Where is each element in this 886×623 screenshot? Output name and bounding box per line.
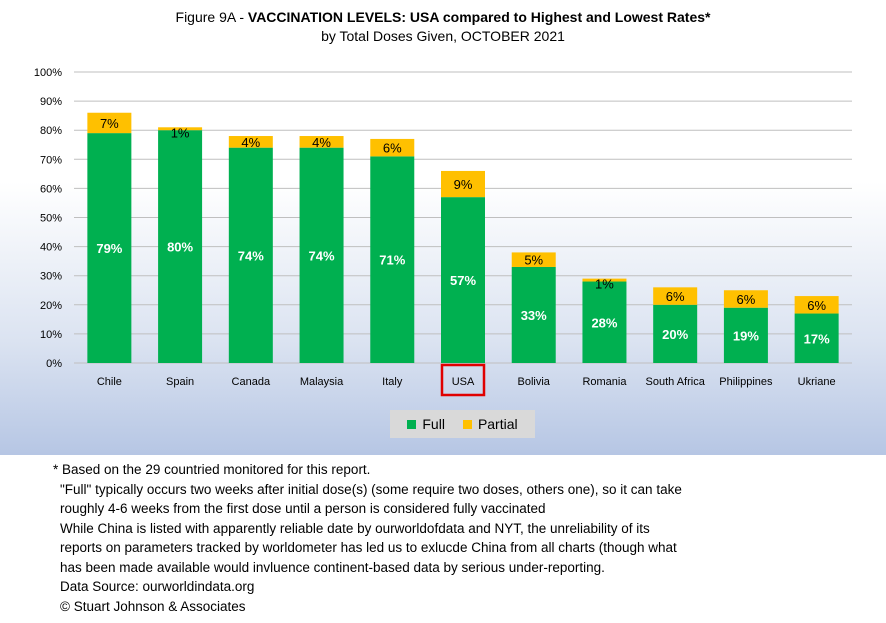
bar-partial <box>511 252 556 267</box>
legend-item-full: Full <box>407 416 445 432</box>
bar-full <box>723 307 768 363</box>
x-tick-label: Ukriane <box>798 376 836 388</box>
x-tick-label: Philippines <box>719 376 773 388</box>
data-label-partial: 6% <box>737 292 756 307</box>
data-label-full: 74% <box>238 248 264 263</box>
data-label-full: 57% <box>450 273 476 288</box>
bar-full <box>228 147 273 363</box>
x-tick-label: Romania <box>582 376 627 388</box>
data-label-full: 33% <box>521 308 547 323</box>
data-label-partial: 1% <box>171 125 190 140</box>
data-label-full: 79% <box>96 241 122 256</box>
bar-partial <box>794 296 839 314</box>
data-label-partial: 4% <box>312 135 331 150</box>
data-label-full: 74% <box>309 248 335 263</box>
legend: Full Partial <box>390 410 535 438</box>
footnote-china-cont2: has been made available would invluence … <box>60 559 605 575</box>
y-tick-label: 30% <box>40 271 62 283</box>
y-tick-label: 10% <box>40 329 62 341</box>
bar-full <box>87 133 132 363</box>
footnote-full-definition-cont: roughly 4-6 weeks from the first dose un… <box>60 501 546 516</box>
data-label-partial: 1% <box>595 277 614 292</box>
x-tick-label: Spain <box>166 376 194 388</box>
chart-subtitle: by Total Doses Given, OCTOBER 2021 <box>321 28 565 44</box>
bar-full <box>158 130 203 363</box>
legend-label-full: Full <box>422 416 445 432</box>
data-label-partial: 6% <box>666 289 685 304</box>
x-tick-label: Bolivia <box>518 376 551 388</box>
data-label-partial: 6% <box>807 298 826 313</box>
footnotes: * Based on the 29 countried monitored fo… <box>0 460 886 616</box>
x-tick-label: South Africa <box>646 376 706 388</box>
bar-full <box>653 304 698 363</box>
y-tick-label: 90% <box>40 96 62 108</box>
legend-swatch-full <box>407 419 417 429</box>
chart-title: Figure 9A - VACCINATION LEVELS: USA comp… <box>0 8 886 46</box>
x-tick-label: Malaysia <box>300 376 344 388</box>
bar-full <box>370 156 415 363</box>
copyright: © Stuart Johnson & Associates <box>60 598 246 614</box>
bar-partial <box>87 112 132 134</box>
bar-full <box>511 266 556 363</box>
usa-highlight-box <box>440 363 486 397</box>
bar-full <box>441 197 485 363</box>
bar-partial <box>582 278 627 282</box>
y-tick-label: 20% <box>40 300 62 312</box>
bar-partial <box>228 136 273 148</box>
y-tick-label: 40% <box>40 242 62 254</box>
data-label-full: 19% <box>733 328 759 343</box>
bar-full <box>299 147 344 363</box>
y-tick-label: 0% <box>46 358 62 370</box>
legend-label-partial: Partial <box>477 416 518 432</box>
bar-full <box>582 281 627 363</box>
title-prefix: Figure 9A - <box>175 9 248 25</box>
bar-partial <box>653 287 698 305</box>
data-label-partial: 9% <box>454 177 473 192</box>
footnote-china: While China is listed with apparently re… <box>60 520 650 536</box>
x-tick-label: USA <box>452 376 475 388</box>
x-tick-label: Chile <box>97 376 122 388</box>
y-tick-label: 50% <box>40 213 62 225</box>
data-label-full: 28% <box>591 315 617 330</box>
bar-chart: 0% 10% 20% 30% 40% 50% 60% 70% 80% 90% 100% 79% 7% Ch… <box>34 67 852 397</box>
y-tick-label: 80% <box>40 125 62 137</box>
data-label-partial: 6% <box>383 141 402 156</box>
legend-swatch-partial <box>462 419 472 429</box>
footnote-china-cont: reports on parameters tracked by worldom… <box>60 540 677 555</box>
bar-partial <box>370 138 415 157</box>
x-tick-label: Canada <box>232 376 271 388</box>
data-source: Data Source: ourworldindata.org <box>60 579 255 594</box>
data-label-full: 80% <box>167 240 193 255</box>
bar-partial <box>441 170 485 198</box>
data-label-full: 20% <box>662 327 688 342</box>
data-label-partial: 5% <box>524 253 543 268</box>
title-bold: VACCINATION LEVELS: USA compared to High… <box>247 9 711 25</box>
footnote-full-definition: "Full" typically occurs two weeks after … <box>60 481 682 497</box>
data-label-partial: 7% <box>100 116 119 131</box>
bar-partial <box>299 136 344 148</box>
bar-partial <box>723 290 768 308</box>
y-tick-label: 70% <box>40 154 62 166</box>
x-tick-label: Italy <box>382 376 403 388</box>
data-label-partial: 4% <box>241 135 260 150</box>
chart-area: Figure 9A - VACCINATION LEVELS: USA comp… <box>0 0 886 455</box>
bar-full <box>794 313 839 363</box>
y-tick-label: 100% <box>34 67 62 79</box>
y-tick-label: 60% <box>40 183 62 195</box>
legend-item-partial: Partial <box>462 416 518 432</box>
bar-partial <box>158 127 203 131</box>
data-label-full: 17% <box>804 331 830 346</box>
footnote-asterisk: * Based on the 29 countried monitored fo… <box>53 462 371 477</box>
data-label-full: 71% <box>379 253 405 268</box>
